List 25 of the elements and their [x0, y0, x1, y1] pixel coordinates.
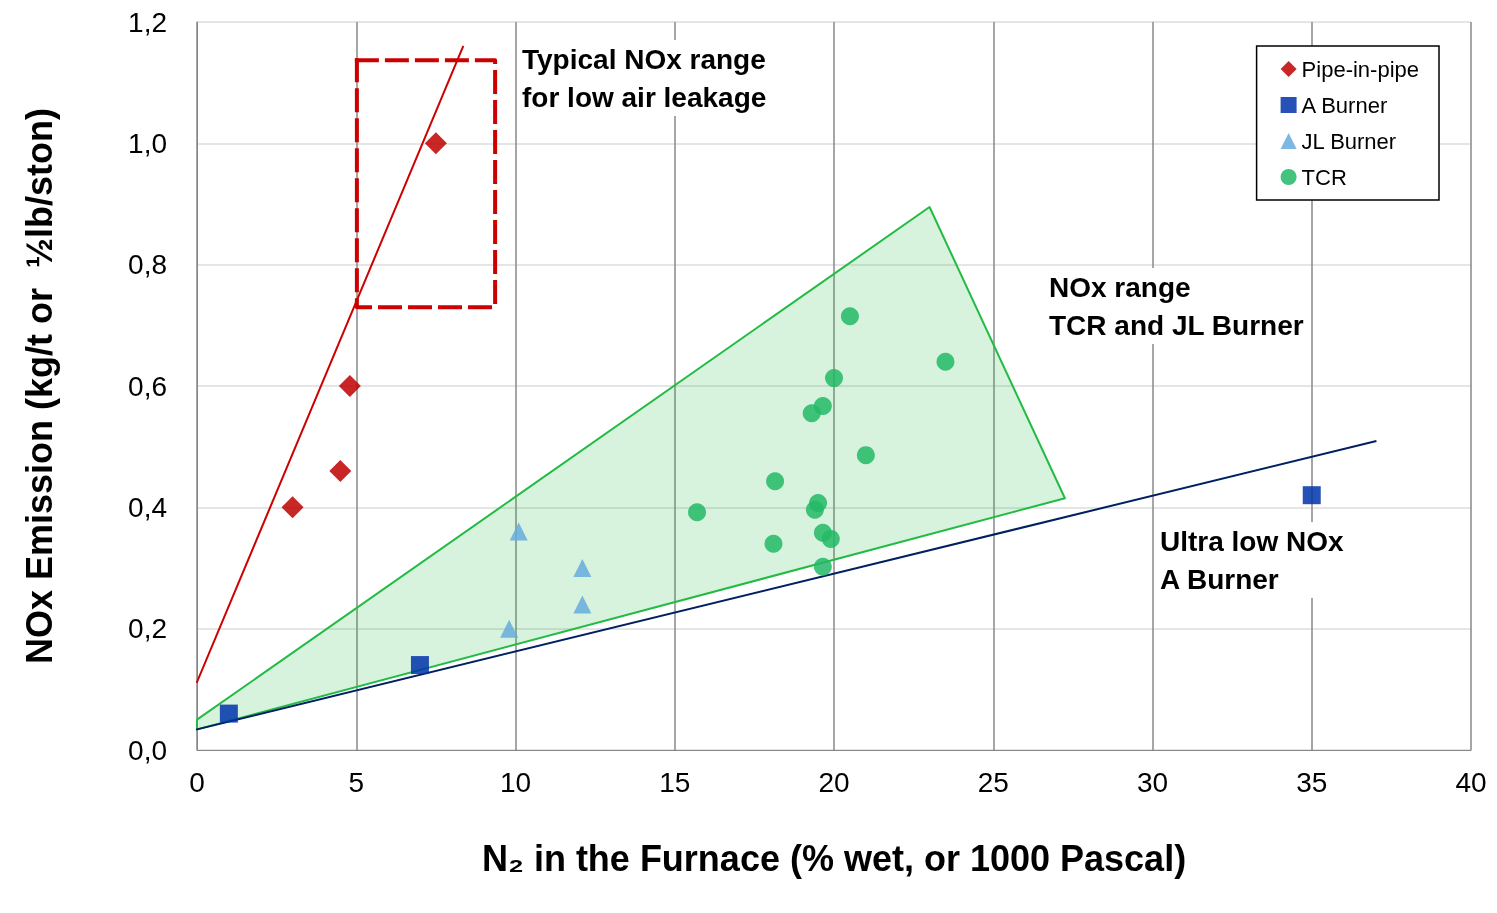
y-tick-label: 0,8	[128, 249, 167, 281]
y-tick-label: 0,0	[128, 734, 167, 766]
y-tick-label: 0,6	[128, 370, 167, 402]
y-axis-title: NOx Emission (kg/t or ½lb/ston)	[18, 107, 60, 665]
x-tick-label: 10	[499, 766, 532, 798]
x-tick-label: 40	[1455, 766, 1487, 798]
y-tick-label: 0,4	[128, 491, 167, 523]
y-tick-label: 1,2	[128, 6, 167, 38]
x-tick-label: 15	[659, 766, 691, 798]
x-tick-label: 25	[977, 766, 1009, 798]
x-tick-label: 30	[1136, 766, 1169, 798]
x-axis-title: N₂ in the Furnace (% wet, or 1000 Pascal)	[481, 837, 1187, 879]
y-tick-label: 1,0	[128, 127, 167, 159]
legend-label: Pipe-in-pipe	[1301, 56, 1419, 82]
legend-label: TCR	[1301, 164, 1347, 190]
x-tick-label: 0	[189, 766, 205, 798]
annotation: NOx range TCR and JL Burner	[1049, 271, 1304, 341]
annotation: Typical NOx range for low air leakage	[522, 43, 767, 113]
y-tick-label: 0,2	[128, 613, 167, 645]
x-tick-label: 35	[1296, 766, 1328, 798]
annotation: Ultra low NOx A Burner	[1160, 525, 1345, 595]
x-tick-label: 5	[348, 766, 365, 798]
legend-label: A Burner	[1301, 92, 1388, 118]
x-tick-label: 20	[818, 766, 850, 798]
legend-label: JL Burner	[1301, 128, 1397, 154]
